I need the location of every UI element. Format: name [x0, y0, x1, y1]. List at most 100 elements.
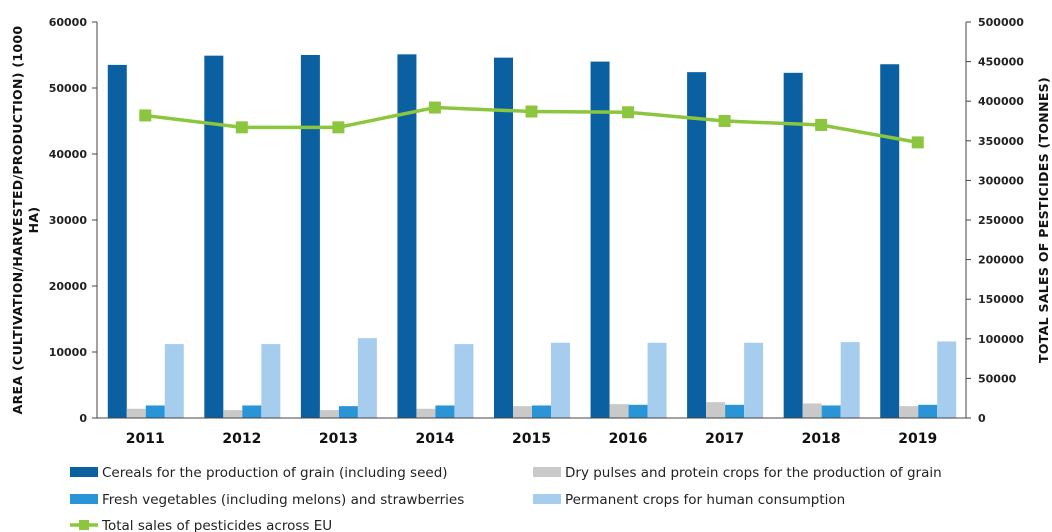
bar: [319, 410, 339, 418]
line-point: [815, 118, 828, 131]
right-tick-label: 150000: [978, 293, 1024, 306]
bar: [899, 406, 919, 418]
bar: [918, 404, 938, 418]
right-tick-label: 50000: [978, 372, 1017, 385]
bar: [261, 344, 281, 418]
bar: [223, 410, 243, 418]
bar: [647, 342, 667, 418]
bar: [454, 344, 474, 418]
x-tick-label: 2016: [609, 431, 648, 447]
right-tick-label: 450000: [978, 56, 1024, 69]
bar: [494, 57, 513, 418]
legend-label: Permanent crops for human consumption: [565, 492, 845, 508]
bar: [609, 404, 629, 418]
line-point: [718, 115, 731, 127]
bar: [435, 405, 455, 418]
legend-item: Permanent crops for human consumption: [533, 492, 845, 508]
bar: [725, 404, 745, 418]
right-axis-title: TOTAL SALES OF PESTICIDES (TONNES): [1036, 77, 1051, 363]
left-tick-label: 10000: [49, 346, 88, 359]
left-tick-label: 60000: [49, 16, 88, 29]
legend-swatch-marker: [79, 520, 89, 530]
line-point: [332, 121, 345, 134]
bar: [357, 338, 377, 418]
left-axis-title-text: AREA (CULTIVATION/HARVESTED/PRODUCTION) …: [10, 26, 41, 415]
bar: [204, 55, 224, 418]
left-tick-label: 30000: [49, 214, 88, 227]
left-tick-label: 50000: [49, 82, 88, 95]
bar: [590, 61, 610, 418]
legend-swatch: [70, 494, 98, 504]
bar: [416, 408, 436, 418]
bar: [937, 341, 957, 418]
x-tick-label: 2014: [415, 431, 454, 447]
right-tick-label: 0: [978, 412, 986, 425]
bar: [145, 405, 165, 418]
category-labels: 2011 2012 2013 2014 2015 2016 2017 2018 2019: [126, 431, 937, 447]
line-point: [911, 136, 924, 149]
legend-item: Total sales of pesticides across EU: [70, 518, 332, 532]
line-point: [428, 101, 441, 114]
legend-swatch: [533, 467, 561, 477]
bar: [397, 54, 417, 419]
legend-label: Total sales of pesticides across EU: [101, 518, 332, 532]
bar: [821, 405, 841, 418]
left-tick-label: 20000: [49, 280, 88, 293]
bar: [880, 64, 900, 419]
bar: [513, 406, 532, 418]
legend-label: Dry pulses and protein crops for the pro…: [565, 465, 942, 481]
bar: [687, 72, 707, 418]
x-tick-label: 2018: [802, 431, 841, 447]
bar: [706, 402, 726, 418]
right-tick-label: 300000: [978, 174, 1024, 187]
left-axis-ticks: 0 10000 20000 30000 40000 50000 60000: [49, 16, 97, 425]
bar: [802, 403, 822, 418]
right-tick-label: 400000: [978, 95, 1024, 108]
left-axis-title-line: AREA (CULTIVATION/HARVESTED/PRODUCTION) …: [10, 26, 25, 415]
x-tick-label: 2011: [126, 431, 165, 447]
right-tick-label: 500000: [978, 16, 1024, 29]
line-point: [525, 105, 538, 118]
bar: [126, 408, 146, 418]
axes: [96, 22, 967, 419]
legend-label: Cereals for the production of grain (inc…: [102, 465, 448, 481]
x-tick-label: 2019: [898, 431, 937, 447]
right-tick-label: 250000: [978, 214, 1024, 227]
bar: [300, 55, 320, 418]
line-point: [622, 106, 635, 119]
legend-label: Fresh vegetables (including melons) and …: [102, 492, 464, 508]
right-tick-label: 350000: [978, 135, 1024, 148]
bar: [783, 72, 803, 418]
bar: [628, 404, 648, 418]
x-tick-label: 2015: [512, 431, 551, 447]
bar: [107, 64, 127, 419]
bar: [532, 405, 551, 418]
pesticide-sales-line: [139, 101, 924, 149]
right-axis-ticks: 0 50000 100000 150000 200000 250000 300000 3500…: [966, 16, 1024, 425]
x-tick-label: 2012: [222, 431, 261, 447]
bar: [744, 342, 764, 418]
line-point: [139, 109, 152, 122]
right-tick-label: 100000: [978, 333, 1024, 346]
x-tick-label: 2013: [319, 431, 358, 447]
bar: [338, 406, 358, 418]
x-tick-label: 2017: [705, 431, 744, 447]
legend-item: Dry pulses and protein crops for the pro…: [533, 465, 942, 481]
left-tick-label: 0: [79, 412, 87, 425]
bar: [551, 342, 570, 418]
bar-series: [107, 54, 957, 419]
left-axis-title-line: HA): [26, 207, 41, 234]
legend: Cereals for the production of grain (inc…: [70, 465, 942, 532]
left-tick-label: 40000: [49, 148, 88, 161]
legend-swatch: [70, 467, 98, 477]
legend-item: Fresh vegetables (including melons) and …: [70, 492, 464, 508]
bar: [164, 344, 184, 418]
legend-item: Cereals for the production of grain (inc…: [70, 465, 448, 481]
bar: [840, 342, 860, 418]
bar: [242, 405, 262, 418]
left-axis-title: AREA (CULTIVATION/HARVESTED/PRODUCTION) …: [10, 26, 41, 415]
right-tick-label: 200000: [978, 254, 1024, 267]
line-point: [235, 121, 248, 134]
legend-swatch: [533, 494, 561, 504]
